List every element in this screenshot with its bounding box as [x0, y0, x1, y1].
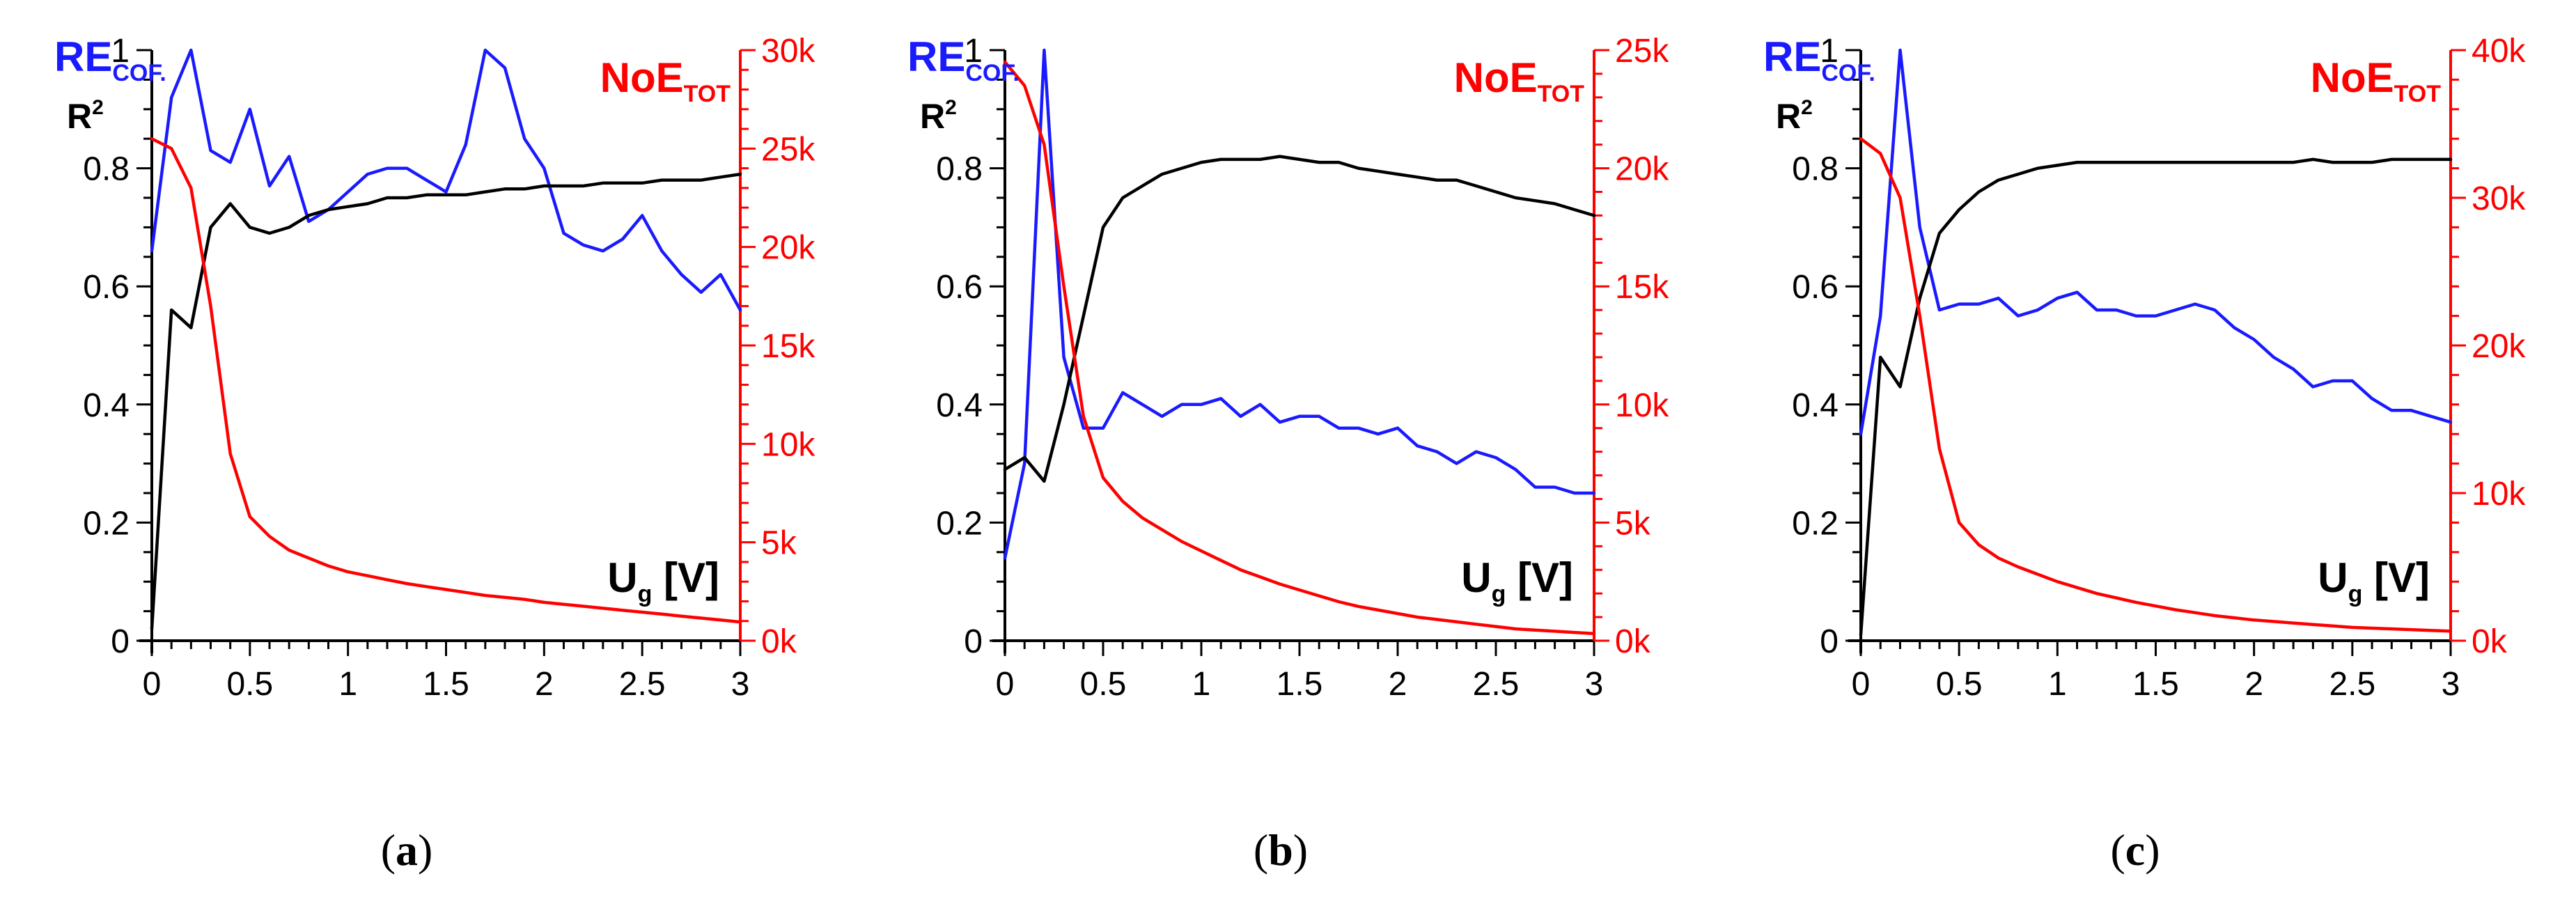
left-tick-label: 1 [111, 33, 130, 70]
left-tick-label: 0.6 [1792, 269, 1839, 306]
x-tick-label: 2.5 [2329, 666, 2375, 703]
x-tick-label: 0 [996, 666, 1015, 703]
left-tick-label: 0.8 [83, 151, 130, 188]
series-line-r2 [1003, 155, 1596, 483]
left-tick-label: 0.8 [1792, 151, 1839, 188]
right-axis-label: NoETOT [600, 54, 731, 107]
right-tick-label: 20k [761, 230, 815, 267]
left-tick-label: 0.2 [936, 505, 983, 542]
panel-label: (a) [381, 825, 433, 875]
x-tick-label: 0 [143, 666, 162, 703]
x-tick-label: 0.5 [226, 666, 273, 703]
x-tick-label: 2 [1389, 666, 1407, 703]
x-tick-label: 1.5 [423, 666, 469, 703]
series-line-r2 [1859, 157, 2453, 637]
right-tick-label: 30k [2472, 180, 2526, 217]
x-tick-label: 0 [1852, 666, 1871, 703]
left-axis-label-r2: R2 [920, 96, 957, 136]
chart-panel-1: 0 0.5 1 1.5 2 2.5 300.20.40.60.810k5k10k15k20k… [54, 33, 815, 875]
x-tick-label: 1 [338, 666, 357, 703]
x-axis-label: Ug [V] [1461, 554, 1573, 607]
series-line-r2 [150, 172, 742, 631]
x-tick-label: 1.5 [1277, 666, 1323, 703]
left-tick-label: 0.2 [83, 505, 130, 542]
x-tick-label: 2 [535, 666, 554, 703]
chart-panel-3: 0 0.5 1 1.5 2 2.5 300.20.40.60.810k10k20k30k40… [1763, 33, 2526, 875]
right-tick-label: 25k [761, 131, 815, 168]
x-tick-label: 1.5 [2132, 666, 2179, 703]
left-tick-label: 0 [964, 623, 983, 660]
left-tick-label: 0.6 [936, 269, 983, 306]
left-tick-label: 0.2 [1792, 505, 1839, 542]
left-tick-label: 0.8 [936, 151, 983, 188]
left-tick-label: 0 [1820, 623, 1839, 660]
series-line-re-cof [1859, 48, 2453, 436]
left-tick-label: 1 [964, 33, 983, 70]
left-tick-label: 0 [111, 623, 130, 660]
right-tick-label: 10k [1615, 387, 1669, 424]
x-tick-label: 1 [2048, 666, 2067, 703]
chart-panel-2: 0 0.5 1 1.5 2 2.5 300.20.40.60.810k5k10k15k20k… [907, 33, 1669, 875]
panel-label: (c) [2110, 825, 2160, 875]
right-tick-label: 40k [2472, 33, 2526, 70]
right-tick-label: 10k [761, 426, 815, 463]
x-tick-label: 1 [1192, 666, 1211, 703]
right-tick-label: 15k [761, 328, 815, 365]
x-tick-label: 2.5 [1473, 666, 1520, 703]
right-tick-label: 0k [1615, 623, 1651, 660]
x-tick-label: 3 [731, 666, 750, 703]
series-line-re-cof [1003, 48, 1596, 560]
right-tick-label: 30k [761, 33, 815, 70]
series-line-noe-tot [1003, 60, 1596, 636]
x-axis-label: Ug [V] [2318, 554, 2430, 607]
left-tick-label: 0.4 [936, 387, 983, 424]
series-line-re-cof [150, 48, 742, 312]
left-tick-label: 0.4 [83, 387, 130, 424]
right-tick-label: 20k [1615, 151, 1669, 188]
left-axis-label-re: RECOF. [54, 33, 166, 86]
right-tick-label: 0k [2472, 623, 2508, 660]
right-tick-label: 5k [761, 525, 797, 562]
left-tick-label: 1 [1820, 33, 1839, 70]
left-axis-label-re: RECOF. [907, 33, 1020, 86]
left-tick-label: 0.4 [1792, 387, 1839, 424]
left-axis-label-re: RECOF. [1763, 33, 1875, 86]
x-tick-label: 3 [2442, 666, 2460, 703]
x-tick-label: 0.5 [1936, 666, 1983, 703]
series-line-noe-tot [1859, 136, 2453, 633]
left-tick-label: 0.6 [83, 269, 130, 306]
left-axis-label-r2: R2 [1776, 96, 1813, 136]
right-tick-label: 15k [1615, 269, 1669, 306]
right-axis-label: NoETOT [1454, 54, 1585, 107]
x-tick-label: 2.5 [619, 666, 666, 703]
right-tick-label: 10k [2472, 476, 2526, 513]
x-axis-label: Ug [V] [607, 554, 719, 607]
x-tick-label: 3 [1585, 666, 1604, 703]
right-tick-label: 25k [1615, 33, 1669, 70]
right-tick-label: 5k [1615, 505, 1651, 542]
right-axis-label: NoETOT [2311, 54, 2442, 107]
right-tick-label: 20k [2472, 328, 2526, 365]
x-tick-label: 2 [2245, 666, 2263, 703]
panel-label: (b) [1254, 825, 1308, 875]
right-tick-label: 0k [761, 623, 797, 660]
left-axis-label-r2: R2 [67, 96, 104, 136]
x-tick-label: 0.5 [1080, 666, 1127, 703]
series-line-noe-tot [150, 136, 742, 624]
